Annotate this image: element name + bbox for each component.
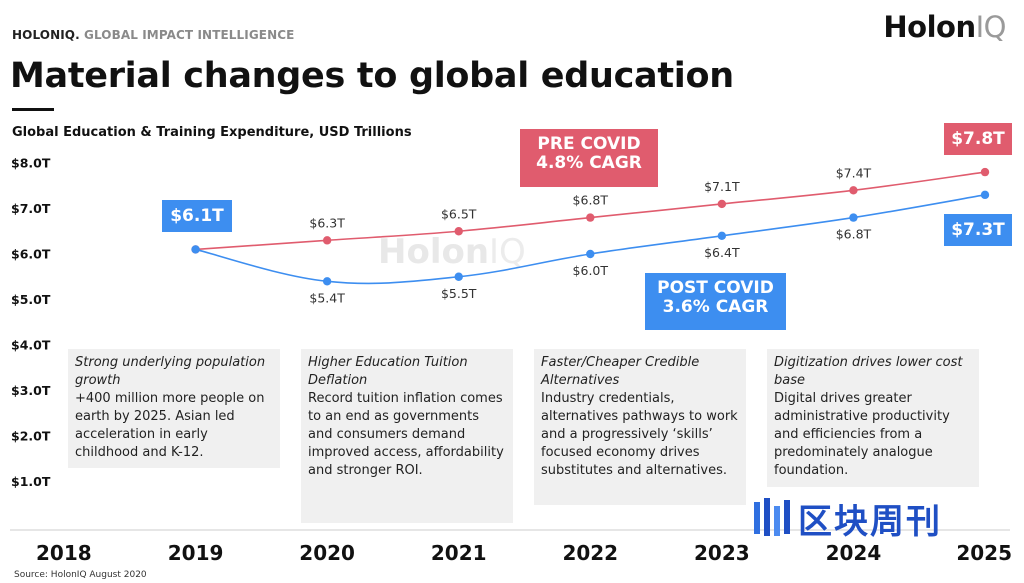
- insight-heading: Faster/Cheaper Credible Alternatives: [541, 355, 700, 388]
- y-tick-label: $6.0T: [11, 247, 51, 262]
- data-label: $6.8T: [573, 193, 609, 208]
- y-tick-label: $2.0T: [11, 429, 51, 444]
- insight-body: +400 million more people on earth by 202…: [75, 391, 265, 460]
- title-underline: [12, 108, 54, 111]
- insight-body: Digital drives greater administrative pr…: [774, 391, 950, 478]
- pre-covid-cagr-callout: PRE COVID 4.8% CAGR: [520, 129, 658, 187]
- watermark-main: Holon: [378, 232, 489, 272]
- y-tick-label: $4.0T: [11, 338, 51, 353]
- x-tick-label: 2024: [826, 541, 882, 565]
- data-point: [980, 167, 990, 177]
- post-covid-cagr-callout: POST COVID 3.6% CAGR: [645, 273, 786, 330]
- watermark-suffix: IQ: [489, 232, 526, 272]
- chart-subtitle: Global Education & Training Expenditure,…: [12, 125, 412, 140]
- x-axis-ticks: 2018 2019 2020 2021 2022 2023 2024 2025: [36, 541, 1012, 565]
- post-covid-label: POST COVID: [657, 278, 774, 298]
- y-tick-label: $5.0T: [11, 292, 51, 307]
- data-label: $6.4T: [704, 245, 740, 260]
- post-covid-end-callout: $7.3T: [944, 214, 1012, 246]
- data-label: $6.0T: [573, 263, 609, 278]
- pre-covid-label: PRE COVID: [537, 134, 641, 154]
- data-point: [980, 190, 990, 200]
- x-tick-label: 2022: [562, 541, 618, 565]
- insight-box-population: Strong underlying population growth +400…: [68, 349, 280, 468]
- x-tick-label: 2023: [694, 541, 750, 565]
- page-title: Material changes to global education: [10, 56, 734, 96]
- stamp-text: 区块周刊: [798, 502, 942, 542]
- y-tick-label: $1.0T: [11, 474, 51, 489]
- x-tick-label: 2018: [36, 541, 92, 565]
- brand-name: HOLONIQ.: [12, 28, 80, 42]
- insight-heading: Digitization drives lower cost base: [774, 355, 963, 388]
- data-label: $6.3T: [309, 215, 345, 230]
- data-point: [454, 272, 463, 281]
- data-label: $6.8T: [836, 227, 872, 242]
- insight-body: Industry credentials, alternatives pathw…: [541, 391, 738, 478]
- data-point: [717, 199, 727, 209]
- insight-box-tuition: Higher Education Tuition Deflation Recor…: [301, 349, 513, 523]
- blockchain-weekly-stamp: 区块周刊: [752, 494, 1008, 542]
- y-tick-label: $7.0T: [11, 201, 51, 216]
- post-covid-cagr: 3.6% CAGR: [662, 297, 769, 318]
- y-tick-label: $3.0T: [11, 383, 51, 398]
- source-note: Source: HolonIQ August 2020: [14, 570, 147, 580]
- insight-box-alternatives: Faster/Cheaper Credible Alternatives Ind…: [534, 349, 746, 505]
- data-point: [849, 186, 858, 195]
- brand-tagline: HOLONIQ. GLOBAL IMPACT INTELLIGENCE: [12, 28, 294, 42]
- data-point: [322, 277, 332, 286]
- insight-box-digitization: Digitization drives lower cost base Digi…: [767, 349, 979, 487]
- data-point: [454, 227, 463, 236]
- pre-covid-cagr: 4.8% CAGR: [536, 153, 642, 174]
- series-post-covid: $5.4T $5.5T $6.0T $6.4T $6.8T: [191, 190, 990, 305]
- insight-heading: Strong underlying population growth: [75, 355, 266, 388]
- data-label: $5.4T: [309, 290, 345, 305]
- x-tick-label: 2020: [299, 541, 355, 565]
- logo-main: Holon: [883, 10, 976, 44]
- data-point: [717, 231, 727, 240]
- watermark: HolonIQ: [378, 232, 526, 272]
- x-tick-label: 2021: [431, 541, 487, 565]
- pre-covid-end-callout: $7.8T: [944, 123, 1012, 155]
- data-point: [322, 236, 332, 245]
- data-point: [586, 213, 595, 222]
- x-tick-label: 2019: [168, 541, 224, 565]
- series-layer: $6.3T $6.5T $6.8T $7.1T $7.4T $5.4T $5.5T $6.0T…: [191, 165, 990, 305]
- insight-body: Record tuition inflation comes to an end…: [308, 391, 504, 478]
- data-point: [586, 249, 595, 259]
- brand-tagline-text: GLOBAL IMPACT INTELLIGENCE: [79, 28, 295, 42]
- data-point: [849, 213, 858, 222]
- start-value-callout: $6.1T: [162, 200, 232, 232]
- data-label: $7.1T: [704, 179, 740, 194]
- x-tick-label: 2025: [956, 541, 1012, 565]
- data-label: $5.5T: [441, 286, 477, 301]
- data-point: [191, 245, 200, 254]
- holoniq-logo: HolonIQ: [883, 10, 1006, 44]
- insight-heading: Higher Education Tuition Deflation: [308, 355, 468, 388]
- data-label: $7.4T: [836, 165, 872, 180]
- y-tick-label: $8.0T: [11, 156, 51, 171]
- stamp-bars-icon: [754, 498, 790, 536]
- y-axis-ticks: $1.0T $2.0T $3.0T $4.0T $5.0T $6.0T $7.0T $8.0T: [11, 156, 51, 490]
- logo-suffix: IQ: [975, 10, 1007, 44]
- data-label: $6.5T: [441, 206, 477, 221]
